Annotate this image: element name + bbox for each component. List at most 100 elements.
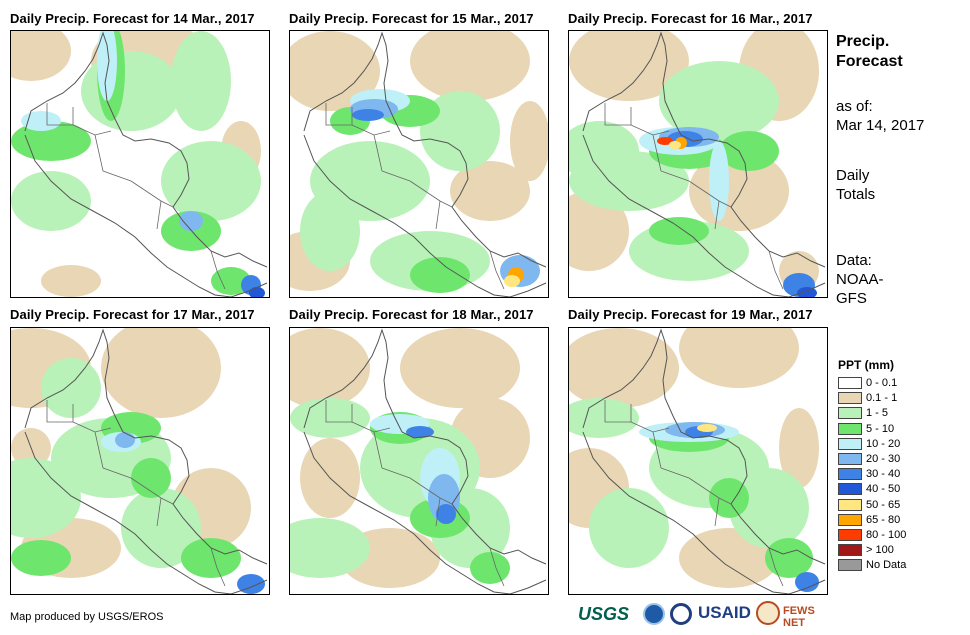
precip-area (504, 275, 520, 287)
precip-map-6 (568, 327, 828, 595)
precip-area (211, 267, 251, 295)
country-borders (46, 400, 226, 587)
legend-label: 5 - 10 (866, 422, 895, 435)
precip-area (300, 191, 360, 271)
legend-swatch (838, 559, 862, 572)
precip-area (97, 31, 117, 101)
precip-area (41, 265, 101, 297)
precip-area (290, 398, 370, 438)
fewsnet-logo: FEWS NET (783, 605, 815, 629)
legend-swatch (838, 468, 862, 481)
map-credit: Map produced by USGS/EROS (10, 611, 164, 623)
precip-area (11, 171, 91, 231)
country-borders (604, 103, 784, 290)
precip-area (697, 424, 717, 432)
legend-label: 1 - 5 (866, 407, 889, 420)
precip-area (179, 211, 203, 231)
legend-item: 5 - 10 (838, 422, 895, 435)
totals-line1: Daily (836, 167, 870, 184)
panel-title-5: Daily Precip. Forecast for 18 Mar., 2017 (289, 307, 534, 322)
precip-area (510, 101, 548, 181)
precip-area (569, 191, 629, 271)
precip-area (569, 328, 679, 408)
precip-area (657, 137, 673, 145)
country-borders (325, 103, 505, 290)
usaid-logo: USAID (698, 603, 751, 622)
precip-area (161, 141, 261, 221)
precip-area (569, 151, 689, 211)
precip-area (237, 574, 265, 594)
legend-item: 10 - 20 (838, 437, 900, 450)
precip-area (436, 504, 456, 524)
precip-area (131, 458, 171, 498)
precip-area (795, 572, 819, 592)
legend-label: 30 - 40 (866, 468, 901, 481)
sidebar-title-line1: Precip. (836, 33, 890, 50)
legend-swatch (838, 437, 862, 450)
legend-item: 50 - 65 (838, 498, 901, 511)
noaa-logo-icon (643, 603, 665, 625)
precip-area (11, 540, 71, 576)
legend-swatch (838, 544, 862, 557)
precip-area (569, 31, 689, 101)
sidebar-title-line2: Forecast (836, 53, 903, 70)
agency-seal-icon (670, 603, 692, 625)
legend-item: 0.1 - 1 (838, 392, 898, 405)
precip-area (410, 257, 470, 293)
precip-map-5 (289, 327, 549, 595)
precip-area (470, 552, 510, 584)
country-borders (46, 103, 226, 290)
legend-item: 1 - 5 (838, 407, 889, 420)
legend-label: 65 - 80 (866, 513, 901, 526)
partner-logos: USGS USAID FEWS NET (578, 600, 828, 630)
coastline (582, 328, 826, 594)
legend-item: No Data (838, 559, 907, 572)
legend-label: 50 - 65 (866, 498, 901, 511)
precip-area (290, 518, 370, 578)
legend-label: > 100 (866, 544, 894, 557)
precip-area (400, 328, 520, 408)
legend-title: PPT (mm) (838, 358, 895, 372)
precip-map-2 (289, 30, 549, 298)
legend-item: > 100 (838, 544, 894, 557)
legend-label: No Data (866, 559, 907, 572)
asof-date: Mar 14, 2017 (836, 117, 925, 134)
panel-title-3: Daily Precip. Forecast for 16 Mar., 2017 (568, 11, 813, 26)
country-borders (325, 400, 505, 587)
precip-area (679, 328, 799, 388)
precip-area (181, 538, 241, 578)
precip-area (115, 432, 135, 448)
precip-area (649, 217, 709, 245)
precip-area (709, 141, 729, 221)
precip-area (589, 488, 669, 568)
legend-swatch (838, 422, 862, 435)
precip-map-3 (568, 30, 828, 298)
precip-area (290, 328, 370, 408)
precip-area (101, 328, 221, 418)
coastline (582, 31, 826, 297)
precip-area (406, 426, 434, 438)
precip-map-1 (10, 30, 270, 298)
legend-item: 30 - 40 (838, 468, 901, 481)
panel-title-6: Daily Precip. Forecast for 19 Mar., 2017 (568, 307, 813, 322)
precip-area (352, 109, 384, 121)
precip-map-4 (10, 327, 270, 595)
precip-area (765, 538, 813, 578)
legend-item: 65 - 80 (838, 513, 901, 526)
precip-area (719, 131, 779, 171)
precip-area (669, 141, 681, 149)
precip-area (290, 31, 380, 111)
panel-title-1: Daily Precip. Forecast for 14 Mar., 2017 (10, 11, 255, 26)
legend-item: 0 - 0.1 (838, 377, 897, 389)
coastline (303, 328, 547, 594)
coastline (303, 31, 547, 297)
legend-label: 40 - 50 (866, 483, 901, 496)
legend-swatch (838, 392, 862, 405)
precip-area (659, 61, 779, 141)
legend-label: 0.1 - 1 (866, 392, 898, 405)
legend-label: 20 - 30 (866, 453, 901, 465)
precip-area (729, 468, 809, 548)
precip-area (709, 478, 749, 518)
precip-area (11, 31, 71, 81)
legend-swatch (838, 513, 862, 526)
